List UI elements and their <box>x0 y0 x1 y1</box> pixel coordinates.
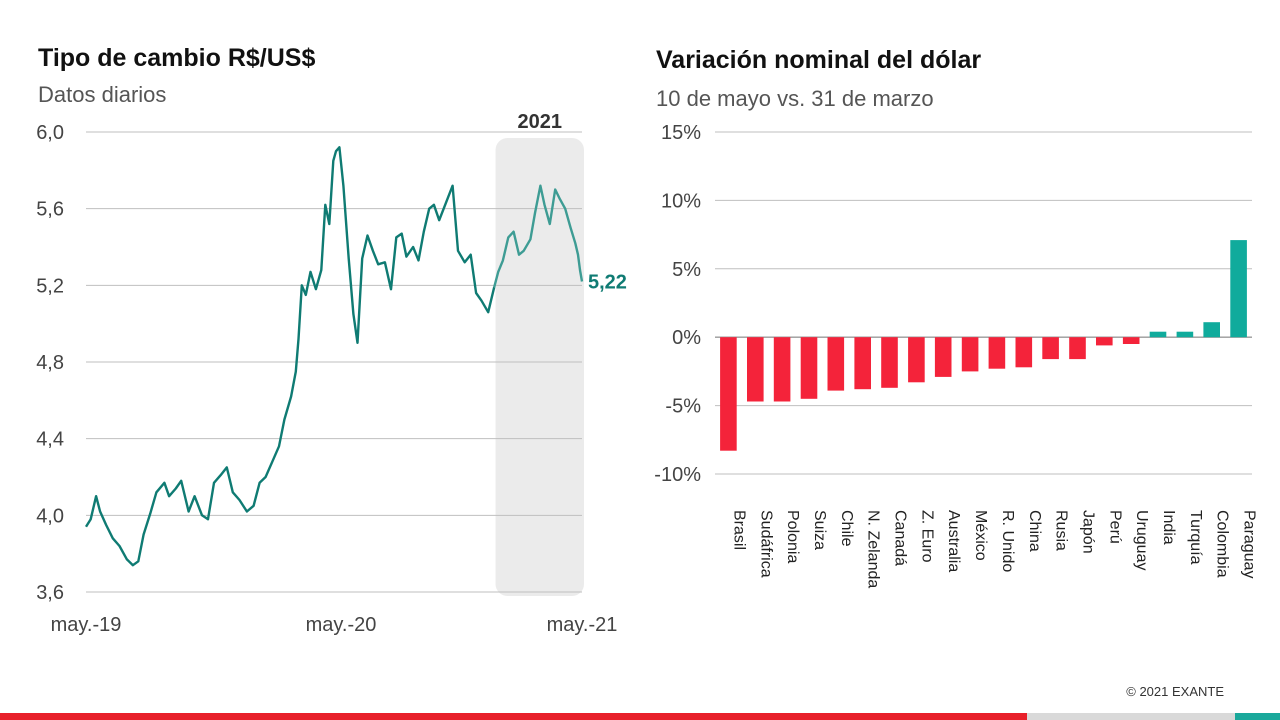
bar-canadá <box>881 337 898 388</box>
y-tick-label: 4,8 <box>36 352 64 374</box>
y-tick-label: 10% <box>661 190 701 212</box>
bar-brasil <box>720 337 737 451</box>
category-label: Australia <box>945 510 962 572</box>
y-tick-label: -5% <box>665 396 701 418</box>
bar-china <box>1015 337 1033 368</box>
y-tick-label: 5% <box>672 259 701 281</box>
x-tick-label: may.-19 <box>51 614 122 636</box>
category-label: Turquía <box>1187 510 1204 565</box>
y-tick-label: 5,2 <box>36 275 64 297</box>
exchange-rate-chart-subtitle: Datos diarios <box>38 82 167 107</box>
exchange-rate-line <box>84 146 496 567</box>
bar-sudáfrica <box>747 337 764 402</box>
dollar-variation-bar-chart: -10% -5% 0% 5% 10% 15% Brasil Sudáfrica Polonia S… <box>654 122 1258 588</box>
bar-india <box>1149 331 1167 338</box>
last-value-label: 5,22 <box>588 272 627 294</box>
exchange-rate-chart-title: Tipo de cambio R$/US$ <box>38 44 316 72</box>
category-label: Canadá <box>892 510 909 566</box>
exchange-rate-line-chart: 2021 3,6 4,0 4,4 4,8 5,2 5,6 6,0 may.-19 may.-20 m… <box>36 111 627 636</box>
bar-méxico <box>961 337 979 372</box>
dollar-variation-chart-title: Variación nominal del dólar <box>656 46 982 74</box>
bar-z-euro <box>908 337 925 383</box>
dollar-variation-chart-subtitle: 10 de mayo vs. 31 de marzo <box>656 86 934 111</box>
highlight-2021-label: 2021 <box>518 111 563 133</box>
x-tick-label: may.-21 <box>547 614 618 636</box>
bar-turquía <box>1176 331 1194 338</box>
bar-uruguay <box>1122 337 1140 344</box>
bar-suiza <box>800 337 818 399</box>
footer-bar-gray <box>1027 713 1235 720</box>
category-label: Brasil <box>730 510 747 550</box>
y-tick-label: -10% <box>654 464 701 486</box>
bar-rusia <box>1042 337 1059 360</box>
category-label: Sudáfrica <box>757 510 774 578</box>
category-label: Z. Euro <box>918 510 935 563</box>
category-label: Colombia <box>1214 510 1231 578</box>
bar-australia <box>934 337 952 377</box>
exchange-rate-line-2021 <box>493 184 584 288</box>
bar-r-unido <box>988 337 1006 369</box>
bar-polonia <box>773 337 791 402</box>
bar-perú <box>1096 337 1113 346</box>
category-label: Japón <box>1080 510 1097 554</box>
category-label: Rusia <box>1053 510 1070 551</box>
y-tick-label: 4,0 <box>36 505 64 527</box>
category-label: México <box>972 510 989 561</box>
y-tick-label: 6,0 <box>36 122 64 144</box>
category-label: R. Unido <box>999 510 1016 572</box>
category-label: Polonia <box>784 510 801 563</box>
category-label: N. Zelanda <box>865 510 882 588</box>
footer-bar-teal <box>1235 713 1280 720</box>
y-tick-label: 0% <box>672 327 701 349</box>
bar-japón <box>1069 337 1086 360</box>
category-label: India <box>1160 510 1177 545</box>
y-tick-label: 5,6 <box>36 199 64 221</box>
y-tick-label: 4,4 <box>36 429 64 451</box>
bar-paraguay <box>1230 240 1247 338</box>
category-label: Suiza <box>811 510 828 550</box>
x-tick-label: may.-20 <box>306 614 377 636</box>
category-label: Uruguay <box>1133 510 1150 570</box>
copyright-notice: © 2021 EXANTE <box>1126 684 1224 699</box>
y-tick-label: 15% <box>661 122 701 144</box>
y-tick-label: 3,6 <box>36 582 64 604</box>
category-label: Perú <box>1106 510 1123 544</box>
footer-bar-red <box>0 713 1027 720</box>
bar-chile <box>827 337 845 391</box>
category-label: Chile <box>838 510 855 547</box>
category-label: China <box>1026 510 1043 552</box>
bar-n-zelanda <box>854 337 871 390</box>
category-label: Paraguay <box>1241 510 1258 579</box>
bar-colombia <box>1203 322 1220 338</box>
